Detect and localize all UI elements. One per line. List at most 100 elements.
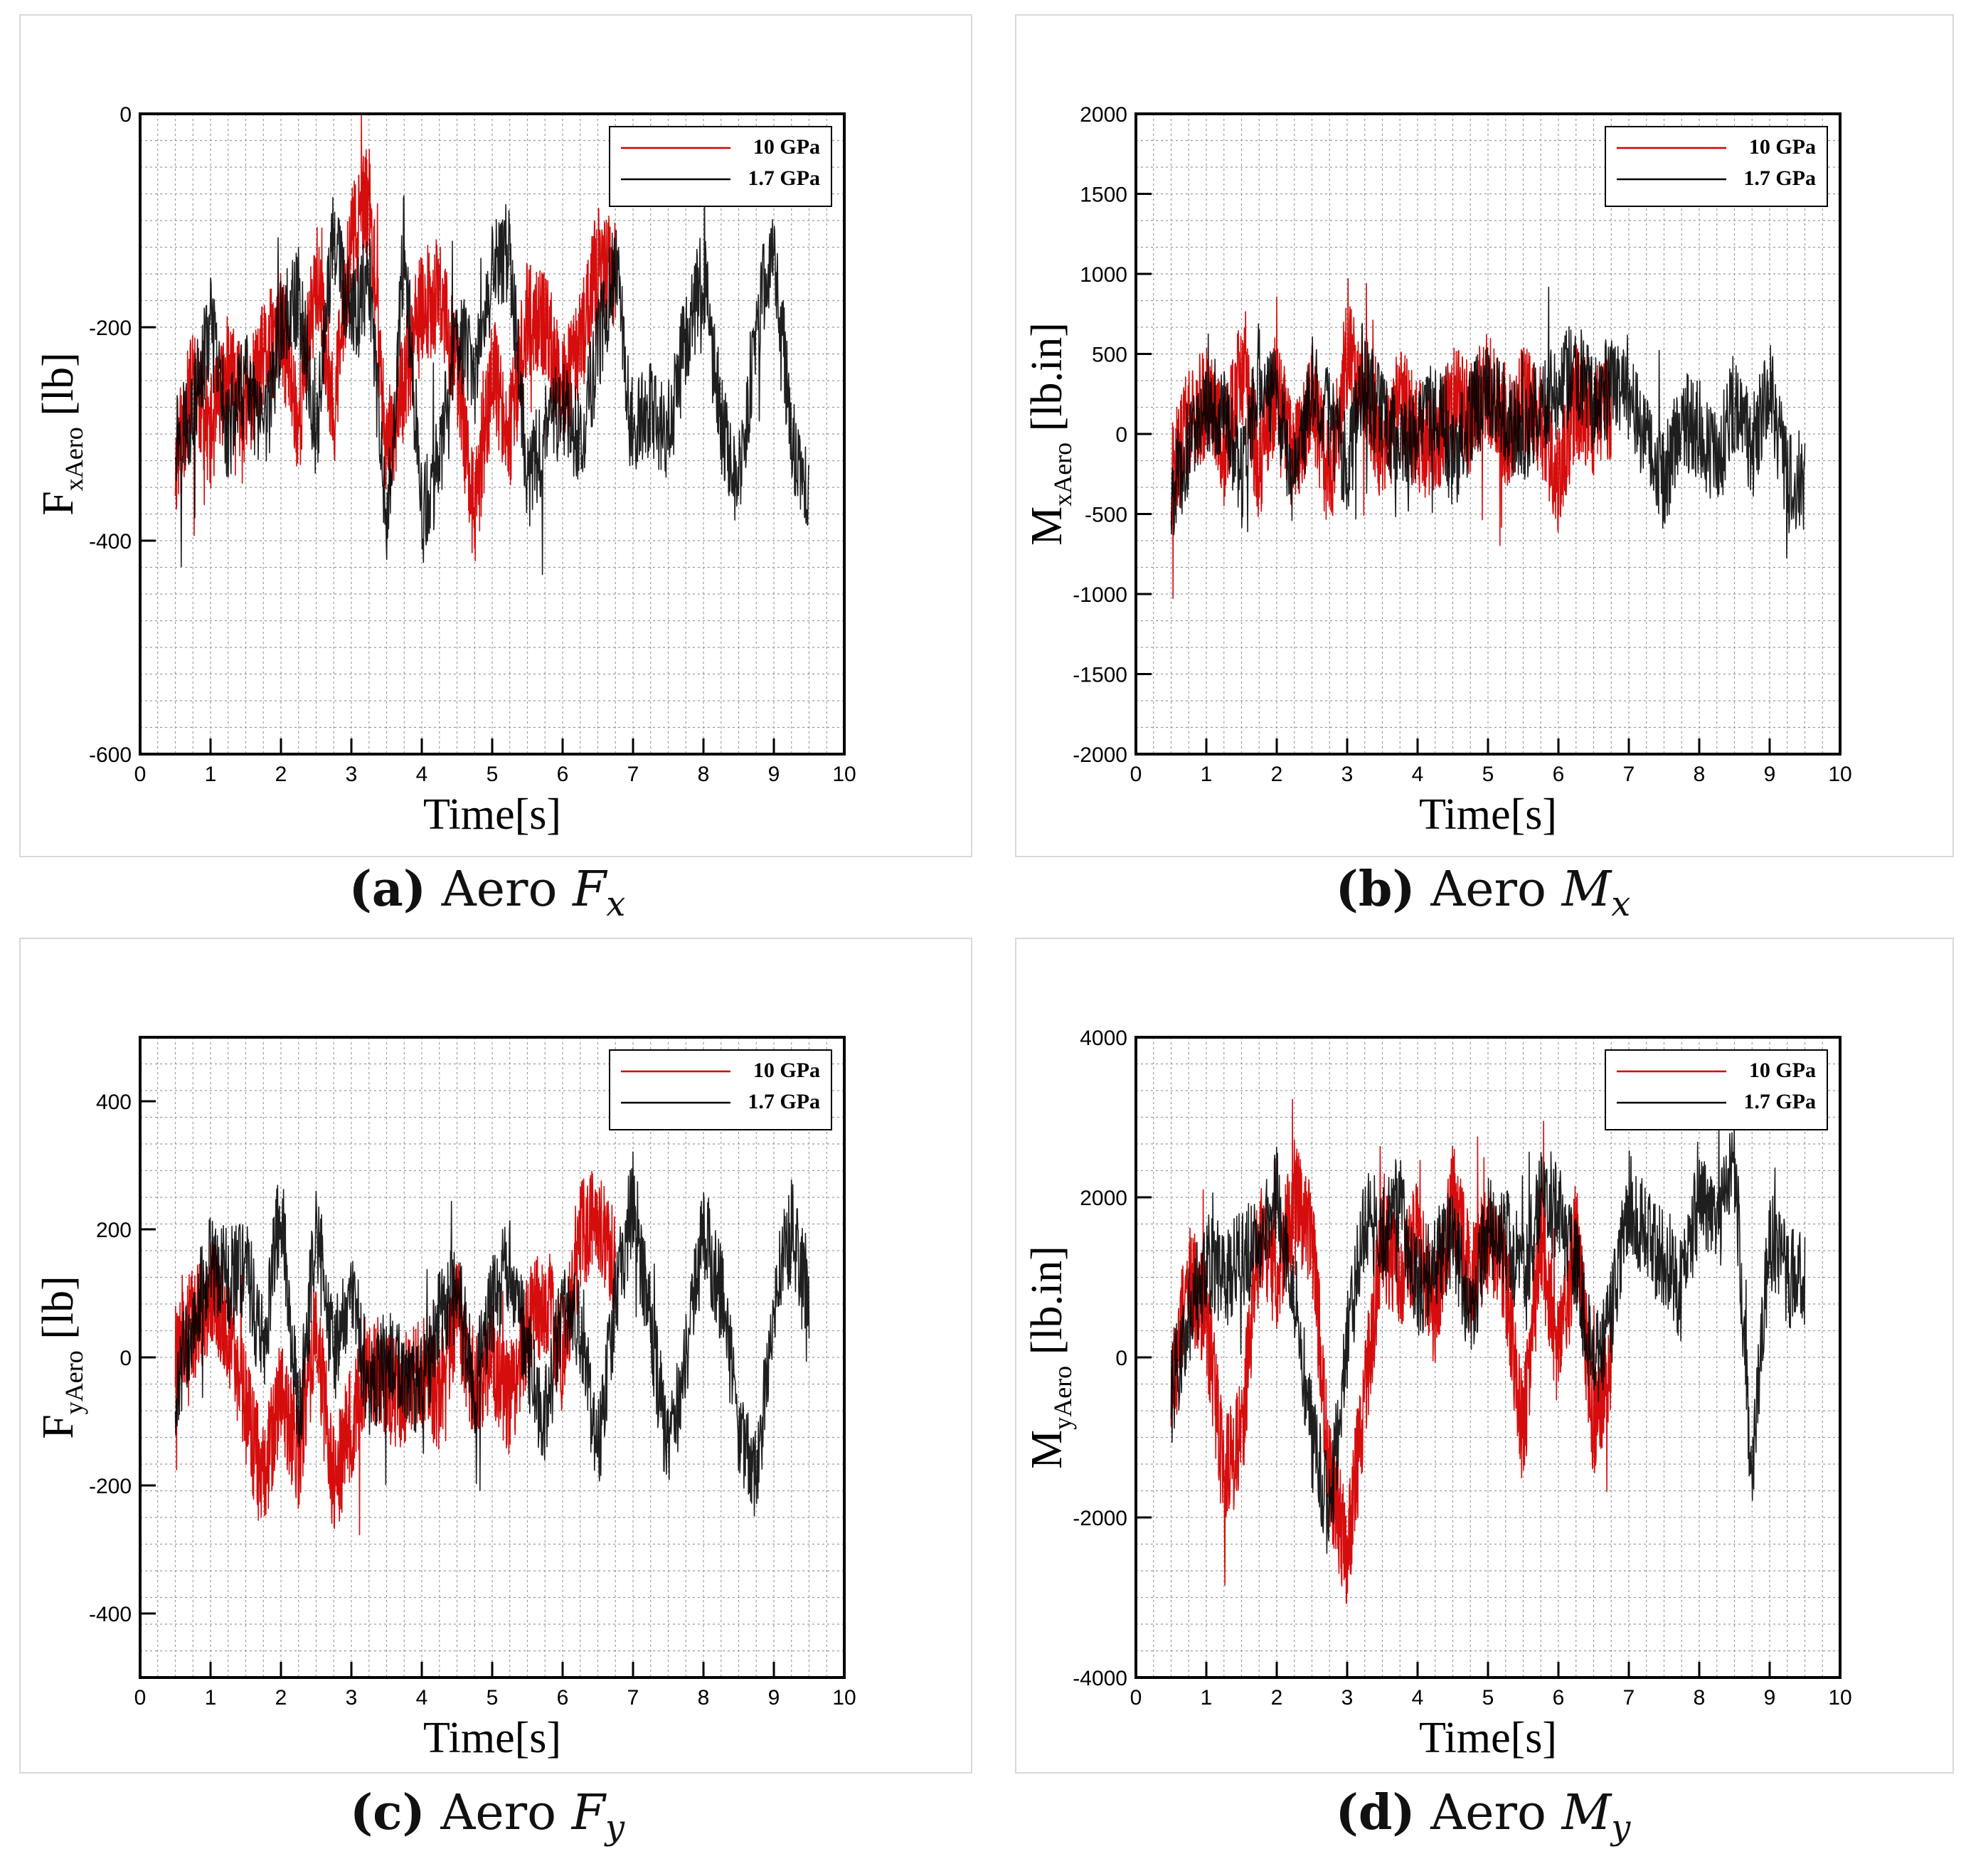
legend-label-b-1: 1.7 GPa: [1743, 166, 1816, 190]
y-tick-label-b: 1500: [1080, 184, 1127, 207]
x-tick-label-b: 7: [1623, 763, 1635, 786]
legend-box-a: [609, 126, 832, 207]
y-tick-label-c: 200: [96, 1219, 132, 1242]
y-axis-unit-b: [lb.in]: [1023, 322, 1071, 442]
x-tick-label-b: 1: [1201, 763, 1213, 786]
x-tick-label-d: 10: [1828, 1686, 1851, 1710]
y-tick-label-a: -200: [89, 317, 132, 340]
y-axis-main-d: M: [1023, 1430, 1071, 1469]
legend-label-c-0: 10 GPa: [753, 1059, 820, 1082]
panel-frame-a: [19, 14, 972, 857]
y-axis-title-text-a: FxAero [lb]: [34, 352, 88, 515]
y-tick-label-b: 1000: [1080, 263, 1127, 287]
x-tick-label-c: 8: [698, 1686, 710, 1710]
y-tick-label-b: 0: [1115, 423, 1127, 447]
series-line-a-10gpa: [174, 113, 617, 561]
y-tick-label-b: -1500: [1073, 664, 1127, 687]
caption-b-text: Aero: [1430, 862, 1546, 918]
y-tick-label-b: 500: [1092, 344, 1127, 367]
x-tick-label-c: 7: [627, 1686, 639, 1710]
legend-box-c: [609, 1049, 832, 1130]
x-tick-label-c: 10: [832, 1686, 856, 1710]
x-tick-label-a: 1: [205, 763, 217, 786]
legend-box-b: [1605, 126, 1828, 207]
legend-label-b-0: 10 GPa: [1749, 135, 1816, 159]
x-tick-label-d: 7: [1623, 1686, 1635, 1710]
x-axis-title-b: Time[s]: [1419, 790, 1557, 839]
legend-d: 10 GPa 1.7 GPa: [1605, 1049, 1828, 1130]
x-tick-label-d: 9: [1764, 1686, 1776, 1710]
x-axis-title-a: Time[s]: [423, 790, 561, 839]
x-tick-label-d: 1: [1201, 1686, 1213, 1710]
x-tick-label-b: 6: [1553, 763, 1565, 786]
panel-frame-c: [19, 938, 972, 1774]
panel-a: 0 1 2 3 4 5 6 7 8 9 10 -600 -400 -200 0 Time[s] FxAero […: [19, 14, 972, 857]
legend-box-d: [1605, 1049, 1828, 1130]
caption-d-label: (d): [1335, 1784, 1415, 1841]
x-tick-label-c: 4: [416, 1686, 428, 1710]
y-tick-label-b: -500: [1085, 504, 1127, 527]
caption-a-sub: x: [606, 884, 626, 924]
y-tick-label-d: -2000: [1073, 1507, 1127, 1530]
x-tick-label-c: 6: [557, 1686, 569, 1710]
legend-label-a-1: 1.7 GPa: [748, 166, 820, 190]
x-tick-label-d: 2: [1271, 1686, 1283, 1710]
panel-d: 0 1 2 3 4 5 6 7 8 9 10 -4000 -2000 0 2000 4000 Time[s] My…: [1015, 938, 1961, 1781]
x-tick-label-b: 4: [1412, 763, 1424, 786]
panel-frame-b: [1015, 14, 1954, 857]
y-axis-unit-d: [lb.in]: [1023, 1246, 1071, 1366]
y-axis-sub-b: xAero: [1048, 442, 1077, 507]
x-tick-label-a: 5: [487, 763, 499, 786]
x-tick-label-a: 4: [416, 763, 428, 786]
caption-b-var: M: [1561, 862, 1612, 918]
x-tick-label-a: 8: [698, 763, 710, 786]
y-axis-sub-c: yAero: [60, 1350, 88, 1414]
caption-a-var: F: [573, 862, 607, 918]
legend-b: 10 GPa 1.7 GPa: [1605, 126, 1828, 207]
y-axis-title-a: FxAero [lb]: [34, 352, 88, 515]
legend-label-c-1: 1.7 GPa: [748, 1090, 820, 1113]
y-tick-label-a: 0: [119, 103, 132, 127]
y-tick-label-d: 0: [1115, 1347, 1127, 1370]
x-tick-label-b: 0: [1130, 763, 1142, 786]
x-tick-label-a: 3: [346, 763, 358, 786]
chart-svg-d: 0 1 2 3 4 5 6 7 8 9 10 -4000 -2000 0 2000 4000 Time[s] My…: [1015, 938, 1954, 1774]
x-tick-label-c: 1: [205, 1686, 217, 1710]
y-tick-label-c: -400: [89, 1603, 132, 1626]
x-axis-title-d: Time[s]: [1419, 1714, 1557, 1762]
x-tick-label-a: 6: [557, 763, 569, 786]
x-tick-label-a: 10: [832, 763, 856, 786]
caption-c-sub: y: [605, 1808, 625, 1848]
x-tick-label-d: 3: [1341, 1686, 1354, 1710]
y-axis-unit-c: [lb]: [34, 1276, 83, 1350]
y-axis-title-text-b: MxAero [lb.in]: [1023, 322, 1077, 546]
y-tick-label-b: 2000: [1080, 103, 1127, 127]
legend-label-a-0: 10 GPa: [753, 135, 820, 159]
y-axis-main-a: F: [34, 491, 83, 515]
y-axis-sub-a: xAero: [60, 427, 88, 491]
y-axis-title-c: FyAero [lb]: [34, 1276, 88, 1438]
x-tick-label-b: 9: [1764, 763, 1776, 786]
x-tick-label-c: 0: [134, 1686, 147, 1710]
x-tick-label-d: 5: [1482, 1686, 1494, 1710]
series-line-c-10gpa: [174, 1170, 617, 1535]
y-tick-label-a: -600: [89, 743, 132, 767]
series-line-d-1-7gpa: [1170, 1116, 1806, 1554]
legend-label-d-1: 1.7 GPa: [1743, 1090, 1816, 1113]
caption-b: (b) Aero Mx: [996, 861, 1961, 924]
chart-svg-c: 0 1 2 3 4 5 6 7 8 9 10 -400 -200 0 200 400 Time[s] FyAero…: [19, 938, 972, 1774]
y-tick-label-c: -200: [89, 1475, 132, 1498]
x-tick-label-c: 5: [487, 1686, 499, 1710]
y-axis-title-text-d: MyAero [lb.in]: [1023, 1246, 1077, 1469]
chart-svg-a: 0 1 2 3 4 5 6 7 8 9 10 -600 -400 -200 0 Time[s] FxAero […: [19, 14, 972, 857]
x-tick-label-d: 6: [1553, 1686, 1565, 1710]
x-tick-label-d: 4: [1412, 1686, 1424, 1710]
y-axis-title-text-c: FyAero [lb]: [34, 1276, 88, 1438]
legend-label-d-0: 10 GPa: [1749, 1059, 1816, 1082]
series-line-b-1-7gpa: [1170, 286, 1806, 558]
y-axis-unit-a: [lb]: [34, 352, 83, 427]
y-tick-label-d: 4000: [1080, 1027, 1127, 1050]
caption-d: (d) Aero My: [996, 1784, 1961, 1848]
caption-c-label: (c): [349, 1784, 425, 1841]
series-line-a-1-7gpa: [174, 171, 810, 576]
